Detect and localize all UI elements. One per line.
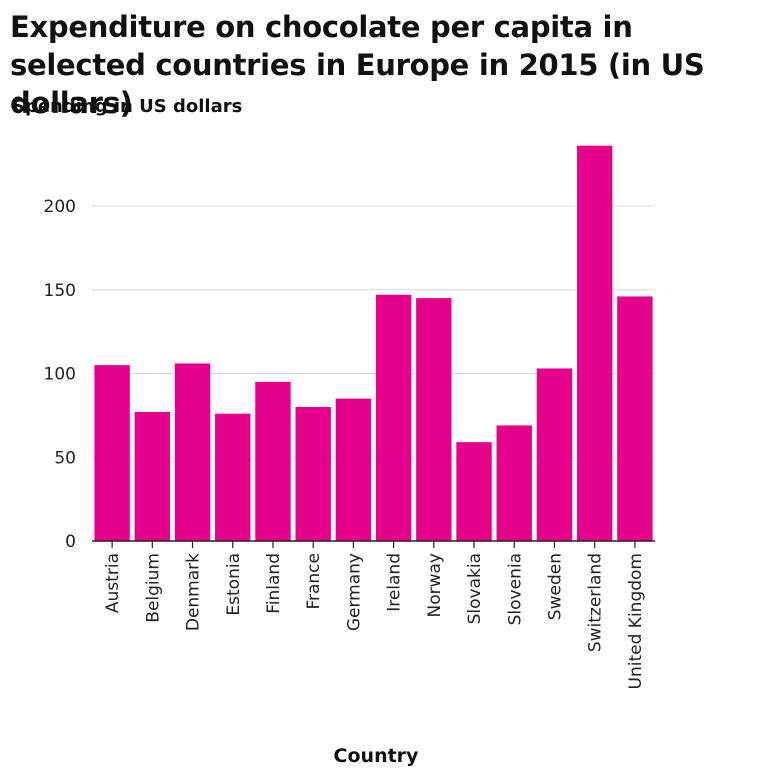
x-axis-ticks: Austria Belgium Denmark Estonia Finland Franc… bbox=[103, 541, 646, 689]
bar bbox=[335, 398, 372, 541]
x-tick-label: Finland bbox=[264, 553, 284, 614]
y-axis-label: Spending in US dollars bbox=[12, 96, 243, 117]
bar bbox=[174, 363, 211, 541]
bar bbox=[94, 365, 130, 541]
x-tick-label: Belgium bbox=[143, 553, 163, 623]
chart-title: Expenditure on chocolate per capita in s… bbox=[10, 10, 705, 120]
x-tick-label: Sweden bbox=[545, 553, 565, 620]
x-tick-label: Austria bbox=[103, 553, 123, 613]
x-axis-label: Country bbox=[333, 745, 419, 767]
x-tick-label: Denmark bbox=[184, 553, 204, 631]
x-tick-label: Slovenia bbox=[505, 553, 525, 625]
bar bbox=[295, 407, 331, 541]
bar bbox=[496, 425, 532, 541]
y-tick-label: 100 bbox=[44, 365, 76, 385]
bar bbox=[255, 381, 291, 541]
x-tick-label: United Kingdom bbox=[626, 553, 646, 689]
y-tick-label: 50 bbox=[54, 448, 76, 468]
bar bbox=[456, 442, 492, 541]
y-tick-label: 0 bbox=[65, 532, 76, 552]
y-axis-ticks: 0 50 100 150 200 bbox=[44, 197, 76, 552]
bars bbox=[94, 145, 653, 541]
x-tick-label: France bbox=[304, 553, 324, 610]
x-tick-label: Norway bbox=[425, 553, 445, 618]
bar bbox=[134, 412, 171, 541]
x-tick-label: Switzerland bbox=[586, 553, 606, 652]
x-tick-label: Slovakia bbox=[465, 553, 485, 624]
y-tick-label: 200 bbox=[44, 197, 76, 217]
bar bbox=[576, 145, 613, 541]
bar bbox=[215, 413, 251, 541]
x-tick-label: Ireland bbox=[385, 553, 405, 612]
bar bbox=[416, 298, 452, 541]
bar bbox=[375, 294, 412, 541]
x-tick-label: Estonia bbox=[224, 553, 244, 616]
y-tick-label: 150 bbox=[44, 281, 76, 301]
bar bbox=[617, 296, 653, 541]
bar bbox=[536, 368, 573, 541]
x-tick-label: Germany bbox=[344, 553, 364, 631]
